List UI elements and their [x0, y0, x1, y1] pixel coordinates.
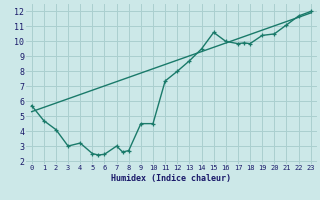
X-axis label: Humidex (Indice chaleur): Humidex (Indice chaleur)	[111, 174, 231, 183]
